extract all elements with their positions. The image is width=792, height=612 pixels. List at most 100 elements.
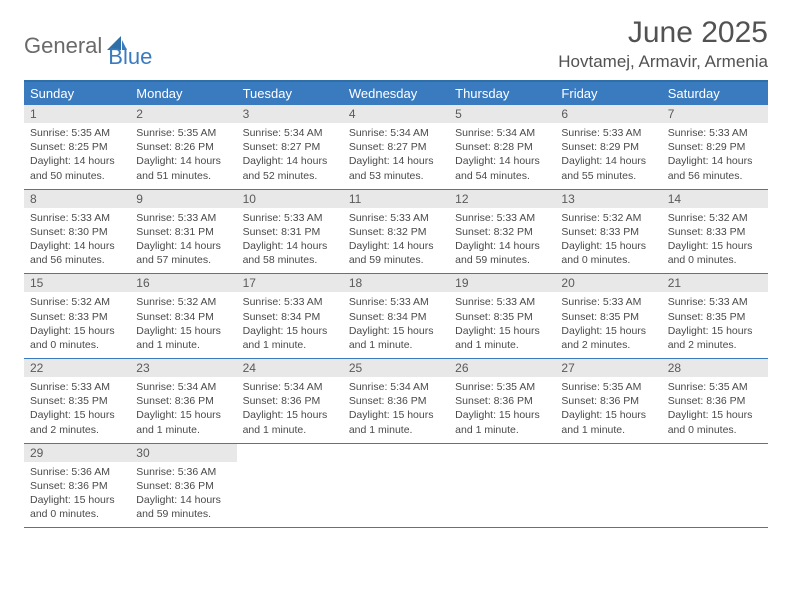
sunrise-text: Sunrise: 5:33 AM	[561, 126, 655, 140]
day-cell: 24Sunrise: 5:34 AMSunset: 8:36 PMDayligh…	[237, 359, 343, 443]
day-number: 11	[343, 190, 449, 208]
daylight-text: and 2 minutes.	[561, 338, 655, 352]
sunset-text: Sunset: 8:36 PM	[30, 479, 124, 493]
weekday-row: Sunday Monday Tuesday Wednesday Thursday…	[24, 82, 768, 105]
day-body: Sunrise: 5:36 AMSunset: 8:36 PMDaylight:…	[24, 462, 130, 528]
sunrise-text: Sunrise: 5:34 AM	[243, 380, 337, 394]
sunset-text: Sunset: 8:36 PM	[561, 394, 655, 408]
day-body	[662, 448, 768, 506]
sunset-text: Sunset: 8:36 PM	[349, 394, 443, 408]
daylight-text: and 0 minutes.	[30, 338, 124, 352]
weekday-saturday: Saturday	[662, 82, 768, 105]
day-number: 24	[237, 359, 343, 377]
sunset-text: Sunset: 8:28 PM	[455, 140, 549, 154]
day-cell: 17Sunrise: 5:33 AMSunset: 8:34 PMDayligh…	[237, 274, 343, 358]
week-row: 15Sunrise: 5:32 AMSunset: 8:33 PMDayligh…	[24, 274, 768, 359]
day-body: Sunrise: 5:32 AMSunset: 8:33 PMDaylight:…	[662, 208, 768, 274]
daylight-text: and 56 minutes.	[30, 253, 124, 267]
day-number: 5	[449, 105, 555, 123]
sunset-text: Sunset: 8:29 PM	[668, 140, 762, 154]
daylight-text: and 59 minutes.	[455, 253, 549, 267]
day-body: Sunrise: 5:34 AMSunset: 8:36 PMDaylight:…	[343, 377, 449, 443]
day-number: 19	[449, 274, 555, 292]
day-body: Sunrise: 5:33 AMSunset: 8:34 PMDaylight:…	[343, 292, 449, 358]
day-body	[449, 448, 555, 506]
daylight-text: and 1 minute.	[349, 338, 443, 352]
weekday-tuesday: Tuesday	[237, 82, 343, 105]
sunrise-text: Sunrise: 5:32 AM	[30, 295, 124, 309]
day-number: 29	[24, 444, 130, 462]
sunrise-text: Sunrise: 5:36 AM	[136, 465, 230, 479]
daylight-text: Daylight: 14 hours	[243, 154, 337, 168]
day-cell: 30Sunrise: 5:36 AMSunset: 8:36 PMDayligh…	[130, 444, 236, 528]
weekday-sunday: Sunday	[24, 82, 130, 105]
calendar-page: General Blue June 2025 Hovtamej, Armavir…	[0, 0, 792, 544]
daylight-text: Daylight: 14 hours	[349, 154, 443, 168]
day-number: 18	[343, 274, 449, 292]
daylight-text: Daylight: 15 hours	[455, 408, 549, 422]
day-number: 27	[555, 359, 661, 377]
sunset-text: Sunset: 8:36 PM	[455, 394, 549, 408]
sunset-text: Sunset: 8:36 PM	[243, 394, 337, 408]
daylight-text: and 53 minutes.	[349, 169, 443, 183]
day-body	[555, 448, 661, 506]
sunrise-text: Sunrise: 5:34 AM	[349, 126, 443, 140]
day-cell: 7Sunrise: 5:33 AMSunset: 8:29 PMDaylight…	[662, 105, 768, 189]
day-cell: 11Sunrise: 5:33 AMSunset: 8:32 PMDayligh…	[343, 190, 449, 274]
daylight-text: and 59 minutes.	[136, 507, 230, 521]
day-number: 28	[662, 359, 768, 377]
sunrise-text: Sunrise: 5:33 AM	[455, 295, 549, 309]
sunrise-text: Sunrise: 5:32 AM	[136, 295, 230, 309]
sunrise-text: Sunrise: 5:35 AM	[136, 126, 230, 140]
day-body: Sunrise: 5:35 AMSunset: 8:36 PMDaylight:…	[555, 377, 661, 443]
day-number: 17	[237, 274, 343, 292]
weekday-thursday: Thursday	[449, 82, 555, 105]
sunset-text: Sunset: 8:35 PM	[455, 310, 549, 324]
sunset-text: Sunset: 8:35 PM	[668, 310, 762, 324]
daylight-text: Daylight: 15 hours	[30, 324, 124, 338]
daylight-text: Daylight: 15 hours	[668, 324, 762, 338]
daylight-text: Daylight: 15 hours	[561, 239, 655, 253]
day-cell: 6Sunrise: 5:33 AMSunset: 8:29 PMDaylight…	[555, 105, 661, 189]
day-body: Sunrise: 5:33 AMSunset: 8:35 PMDaylight:…	[555, 292, 661, 358]
day-body: Sunrise: 5:34 AMSunset: 8:36 PMDaylight:…	[237, 377, 343, 443]
sunrise-text: Sunrise: 5:33 AM	[668, 126, 762, 140]
day-number: 15	[24, 274, 130, 292]
day-body: Sunrise: 5:33 AMSunset: 8:31 PMDaylight:…	[237, 208, 343, 274]
week-row: 1Sunrise: 5:35 AMSunset: 8:25 PMDaylight…	[24, 105, 768, 190]
daylight-text: and 52 minutes.	[243, 169, 337, 183]
day-cell: 16Sunrise: 5:32 AMSunset: 8:34 PMDayligh…	[130, 274, 236, 358]
sunrise-text: Sunrise: 5:34 AM	[455, 126, 549, 140]
day-body: Sunrise: 5:33 AMSunset: 8:34 PMDaylight:…	[237, 292, 343, 358]
sunrise-text: Sunrise: 5:35 AM	[561, 380, 655, 394]
day-cell: 9Sunrise: 5:33 AMSunset: 8:31 PMDaylight…	[130, 190, 236, 274]
day-body: Sunrise: 5:32 AMSunset: 8:33 PMDaylight:…	[555, 208, 661, 274]
day-body: Sunrise: 5:33 AMSunset: 8:35 PMDaylight:…	[449, 292, 555, 358]
sunrise-text: Sunrise: 5:33 AM	[455, 211, 549, 225]
sunset-text: Sunset: 8:35 PM	[30, 394, 124, 408]
sunrise-text: Sunrise: 5:32 AM	[668, 211, 762, 225]
sunrise-text: Sunrise: 5:34 AM	[136, 380, 230, 394]
month-title: June 2025	[558, 16, 768, 50]
day-body: Sunrise: 5:35 AMSunset: 8:26 PMDaylight:…	[130, 123, 236, 189]
day-body: Sunrise: 5:33 AMSunset: 8:30 PMDaylight:…	[24, 208, 130, 274]
daylight-text: and 0 minutes.	[668, 253, 762, 267]
daylight-text: Daylight: 15 hours	[136, 408, 230, 422]
daylight-text: and 1 minute.	[243, 423, 337, 437]
day-body: Sunrise: 5:35 AMSunset: 8:25 PMDaylight:…	[24, 123, 130, 189]
day-number: 25	[343, 359, 449, 377]
daylight-text: Daylight: 14 hours	[455, 239, 549, 253]
daylight-text: Daylight: 15 hours	[243, 324, 337, 338]
day-cell: 14Sunrise: 5:32 AMSunset: 8:33 PMDayligh…	[662, 190, 768, 274]
day-body: Sunrise: 5:34 AMSunset: 8:27 PMDaylight:…	[237, 123, 343, 189]
daylight-text: and 2 minutes.	[668, 338, 762, 352]
week-row: 8Sunrise: 5:33 AMSunset: 8:30 PMDaylight…	[24, 190, 768, 275]
day-cell: 29Sunrise: 5:36 AMSunset: 8:36 PMDayligh…	[24, 444, 130, 528]
day-number: 22	[24, 359, 130, 377]
daylight-text: and 57 minutes.	[136, 253, 230, 267]
sunrise-text: Sunrise: 5:33 AM	[30, 211, 124, 225]
day-body: Sunrise: 5:34 AMSunset: 8:28 PMDaylight:…	[449, 123, 555, 189]
weekday-monday: Monday	[130, 82, 236, 105]
day-cell	[662, 444, 768, 528]
sunrise-text: Sunrise: 5:35 AM	[30, 126, 124, 140]
